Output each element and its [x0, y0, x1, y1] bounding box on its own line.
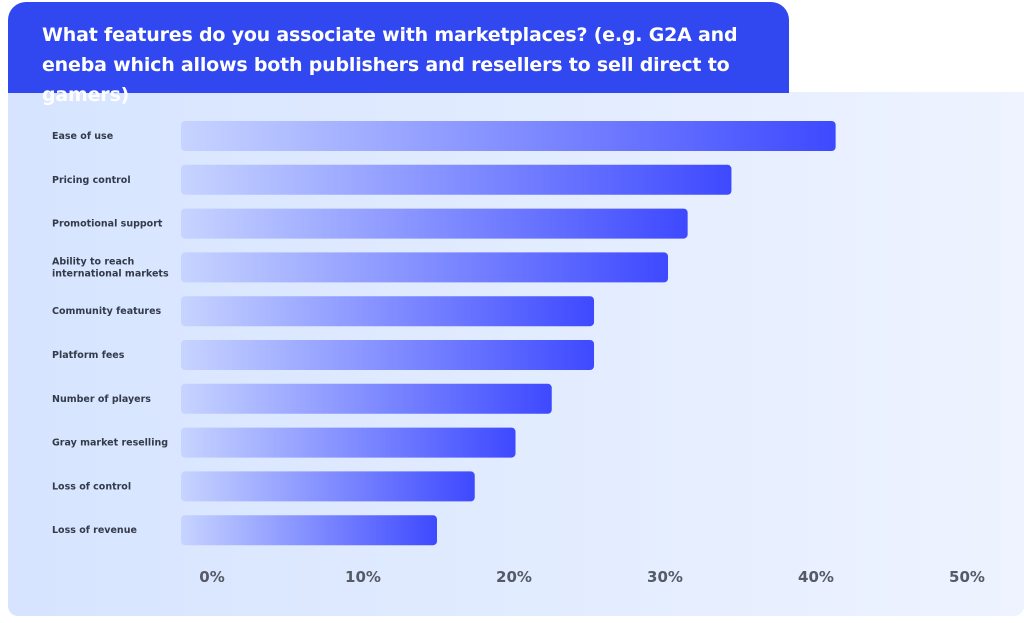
bar-6 [181, 383, 552, 414]
bar-2 [181, 208, 688, 239]
bar-1 [181, 164, 732, 195]
category-label: Platform fees [52, 350, 125, 361]
x-tick-label: 50% [949, 568, 985, 586]
title-banner: What features do you associate with mark… [8, 2, 789, 106]
bar-4 [181, 296, 595, 327]
category-label: Community features [52, 306, 162, 317]
category-label: Ability to reach international markets [52, 256, 169, 279]
category-label: Loss of revenue [52, 525, 137, 536]
category-label: Loss of control [52, 481, 131, 492]
x-tick-label: 0% [199, 568, 224, 586]
category-label: Pricing control [52, 175, 131, 186]
x-tick-label: 40% [798, 568, 834, 586]
chart-title: What features do you associate with mark… [42, 24, 738, 106]
category-label: Number of players [52, 394, 151, 405]
bar-8 [181, 471, 475, 502]
bar-5 [181, 340, 595, 370]
x-tick-label: 20% [496, 568, 532, 586]
category-label: Promotional support [52, 219, 163, 230]
x-tick-label: 10% [345, 568, 381, 586]
x-tick-label: 30% [647, 568, 683, 586]
category-label: Gray market reselling [52, 438, 168, 449]
bar-7 [181, 427, 516, 458]
bar-0 [181, 121, 836, 151]
bar-3 [181, 252, 669, 283]
category-label: Ease of use [52, 131, 113, 142]
bar-9 [181, 515, 437, 546]
